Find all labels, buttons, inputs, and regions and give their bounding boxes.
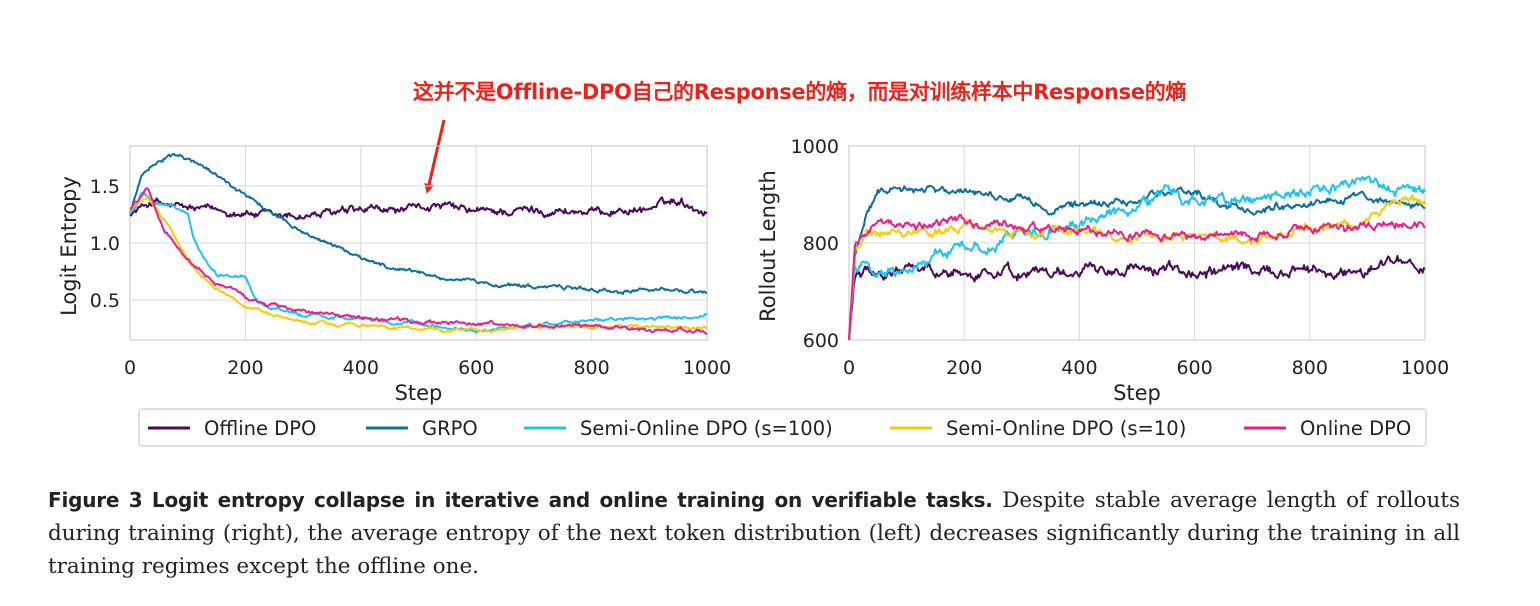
legend-label: Semi-Online DPO (s=10) — [946, 417, 1186, 440]
legend-entry-semi-online-dpo-s10: Semi-Online DPO (s=10) — [890, 417, 1186, 440]
x-tick-label: 400 — [1061, 357, 1097, 379]
series-line-online-dpo — [848, 213, 1426, 341]
series-line-semi-online-dpo-s-10 — [848, 194, 1426, 341]
caption-lead: Figure 3 Logit entropy collapse in itera… — [48, 488, 993, 512]
series-line-grpo — [129, 152, 708, 296]
x-axis-label: Step — [395, 381, 443, 405]
chart-logit-entropy: 0 200 400 600 800 1000 0.5 1.0 1.5 Step Logit Entr… — [57, 145, 731, 405]
legend-label: GRPO — [422, 417, 478, 440]
x-tick-label: 200 — [946, 357, 982, 379]
series-line-online-dpo — [129, 187, 708, 336]
x-tick-label: 1000 — [683, 357, 731, 379]
figure: 0 200 400 600 800 1000 0.5 1.0 1.5 Step Logit Entr… — [57, 119, 1449, 447]
series-line-semi-online-dpo-s-100 — [129, 191, 708, 334]
chart-rollout-length: 0 200 400 600 800 1000 600 800 1000 Step Rollout L… — [756, 136, 1449, 405]
series-line-semi-online-dpo-s-10 — [129, 195, 708, 334]
series-line-offline-dpo — [848, 254, 1426, 341]
y-tick-label: 1.5 — [90, 176, 120, 198]
x-tick-label: 0 — [124, 357, 136, 379]
legend-label: Offline DPO — [204, 417, 316, 440]
legend-label: Online DPO — [1300, 417, 1411, 440]
caption-body: Despite stable average length of rollout… — [48, 488, 1460, 579]
legend-entry-grpo: GRPO — [366, 417, 478, 440]
y-tick-label: 1000 — [791, 136, 839, 158]
legend-label: Semi-Online DPO (s=100) — [580, 417, 833, 440]
y-tick-label: 0.5 — [90, 290, 120, 312]
series-line-grpo — [848, 184, 1426, 341]
plot-frame — [848, 145, 1426, 341]
annotation-text: 这并不是Offline-DPO自己的Response的熵，而是对训练样本中Res… — [413, 80, 1187, 104]
y-axis-label: Rollout Length — [756, 170, 780, 322]
x-tick-label: 800 — [573, 357, 609, 379]
x-tick-label: 200 — [227, 357, 263, 379]
legend-frame — [138, 408, 1427, 447]
y-tick-label: 800 — [803, 233, 839, 255]
x-tick-label: 800 — [1292, 357, 1328, 379]
x-tick-label: 600 — [458, 357, 494, 379]
x-tick-label: 400 — [343, 357, 379, 379]
y-tick-label: 600 — [803, 330, 839, 352]
legend-entry-offline-dpo: Offline DPO — [148, 417, 316, 440]
series-line-offline-dpo — [129, 196, 708, 221]
figure-caption: Figure 3 Logit entropy collapse in itera… — [48, 484, 1460, 583]
x-axis-label: Step — [1113, 381, 1161, 405]
x-tick-label: 600 — [1176, 357, 1212, 379]
series-line-semi-online-dpo-s-100 — [848, 175, 1426, 341]
plot-frame — [129, 145, 708, 341]
y-tick-label: 1.0 — [90, 233, 120, 255]
x-tick-label: 1000 — [1401, 357, 1449, 379]
x-tick-label: 0 — [843, 357, 855, 379]
annotation-arrow — [424, 119, 446, 194]
legend-entry-semi-online-dpo-s100: Semi-Online DPO (s=100) — [524, 417, 833, 440]
legend-entry-online-dpo: Online DPO — [1244, 417, 1411, 440]
legend: Offline DPO GRPO Semi-Online DPO (s=100)… — [138, 408, 1427, 447]
y-axis-label: Logit Entropy — [57, 176, 81, 316]
